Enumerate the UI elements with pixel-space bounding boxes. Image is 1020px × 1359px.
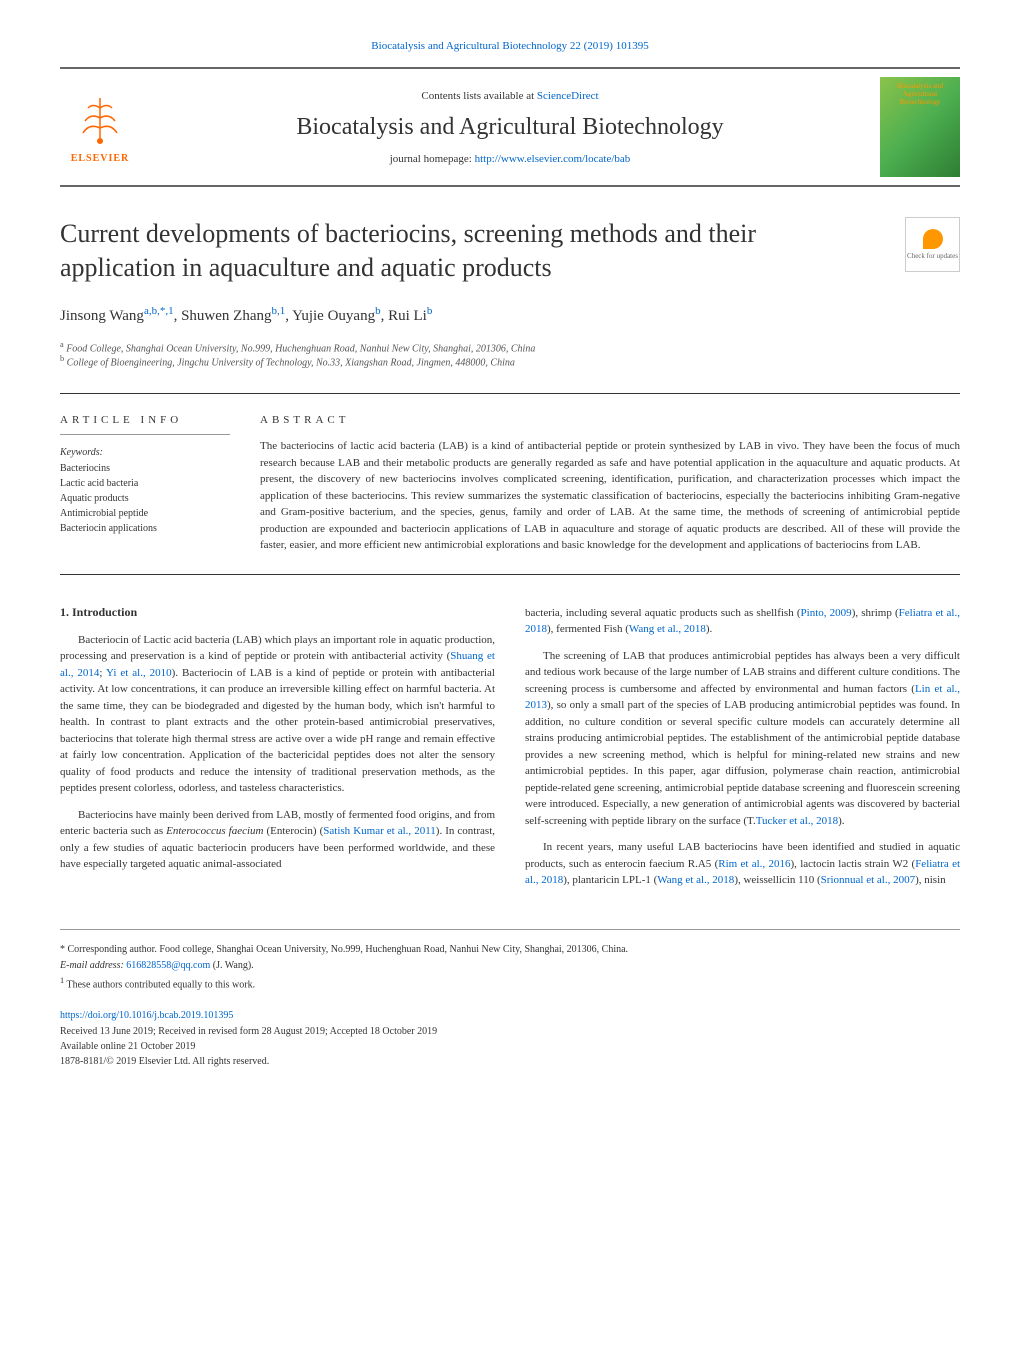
intro-heading: 1. Introduction	[60, 605, 495, 620]
homepage-link[interactable]: http://www.elsevier.com/locate/bab	[475, 153, 631, 165]
keyword-item: Bacteriocins	[60, 461, 230, 476]
abstract-heading: ABSTRACT	[260, 414, 960, 426]
main-content: 1. Introduction Bacteriocin of Lactic ac…	[60, 605, 960, 899]
ref-link[interactable]: Srionnual et al., 2007	[821, 874, 915, 886]
journal-cover-image: Biocatalysis and Agricultural Biotechnol…	[880, 77, 960, 177]
ref-link[interactable]: Pinto, 2009	[801, 607, 852, 619]
keyword-item: Lactic acid bacteria	[60, 476, 230, 491]
ref-link[interactable]: Yi et al., 2010	[106, 667, 172, 679]
journal-header: ELSEVIER Contents lists available at Sci…	[60, 67, 960, 187]
article-info-heading: ARTICLE INFO	[60, 414, 230, 435]
footer-section: * Corresponding author. Food college, Sh…	[60, 929, 960, 1069]
author-2: , Shuwen Zhang	[174, 308, 272, 324]
header-center: Contents lists available at ScienceDirec…	[140, 80, 880, 175]
keyword-item: Bacteriocin applications	[60, 521, 230, 536]
col2-para-2: The screening of LAB that produces antim…	[525, 648, 960, 830]
elsevier-tree-icon	[70, 90, 130, 150]
elsevier-logo[interactable]: ELSEVIER	[60, 85, 140, 169]
col2-para-1: bacteria, including several aquatic prod…	[525, 605, 960, 638]
ref-link[interactable]: Tucker et al., 2018	[756, 815, 838, 827]
journal-reference-link[interactable]: Biocatalysis and Agricultural Biotechnol…	[60, 40, 960, 52]
ref-link[interactable]: Wang et al., 2018	[629, 623, 706, 635]
cover-text: Biocatalysis and Agricultural Biotechnol…	[885, 82, 955, 106]
copyright-info: 1878-8181/© 2019 Elsevier Ltd. All right…	[60, 1054, 960, 1069]
col2-para-3: In recent years, many useful LAB bacteri…	[525, 839, 960, 889]
article-title: Current developments of bacteriocins, sc…	[60, 217, 905, 285]
abstract-section: ABSTRACT The bacteriocins of lactic acid…	[260, 414, 960, 554]
ref-link[interactable]: Wang et al., 2018	[657, 874, 734, 886]
authors-list: Jinsong Wanga,b,*,1, Shuwen Zhangb,1, Yu…	[60, 305, 960, 325]
elsevier-label: ELSEVIER	[71, 153, 130, 164]
intro-para-2: Bacteriocins have mainly been derived fr…	[60, 807, 495, 873]
author-4: , Rui Li	[381, 308, 427, 324]
available-info: Available online 21 October 2019	[60, 1039, 960, 1054]
corresponding-author: * Corresponding author. Food college, Sh…	[60, 942, 960, 958]
doi-link[interactable]: https://doi.org/10.1016/j.bcab.2019.1013…	[60, 1008, 960, 1024]
email-line: E-mail address: 616828558@qq.com (J. Wan…	[60, 958, 960, 974]
keyword-item: Antimicrobial peptide	[60, 506, 230, 521]
affiliations: a Food College, Shanghai Ocean Universit…	[60, 340, 960, 369]
journal-title: Biocatalysis and Agricultural Biotechnol…	[150, 114, 870, 141]
info-abstract-section: ARTICLE INFO Keywords: Bacteriocins Lact…	[60, 393, 960, 575]
contents-prefix: Contents lists available at	[421, 90, 536, 102]
email-link[interactable]: 616828558@qq.com	[126, 960, 210, 971]
author-1-sup: a,b,*,1	[144, 305, 174, 317]
updates-label: Check for updates	[907, 252, 958, 260]
column-left: 1. Introduction Bacteriocin of Lactic ac…	[60, 605, 495, 899]
received-info: Received 13 June 2019; Received in revis…	[60, 1024, 960, 1039]
homepage-prefix: journal homepage:	[390, 153, 475, 165]
updates-icon	[923, 229, 943, 249]
intro-para-1: Bacteriocin of Lactic acid bacteria (LAB…	[60, 632, 495, 797]
homepage-line: journal homepage: http://www.elsevier.co…	[150, 153, 870, 165]
ref-link[interactable]: Rim et al., 2016	[718, 858, 790, 870]
keyword-item: Aquatic products	[60, 491, 230, 506]
affiliation-a: a Food College, Shanghai Ocean Universit…	[60, 340, 960, 354]
check-updates-button[interactable]: Check for updates	[905, 217, 960, 272]
column-right: bacteria, including several aquatic prod…	[525, 605, 960, 899]
keywords-label: Keywords:	[60, 447, 230, 458]
abstract-text: The bacteriocins of lactic acid bacteria…	[260, 438, 960, 554]
ref-link[interactable]: Satish Kumar et al., 2011	[323, 825, 436, 837]
author-2-sup: b,1	[271, 305, 285, 317]
article-info-box: ARTICLE INFO Keywords: Bacteriocins Lact…	[60, 414, 260, 554]
contribution-note: 1 These authors contributed equally to t…	[60, 974, 960, 993]
author-3: , Yujie Ouyang	[285, 308, 375, 324]
contents-line: Contents lists available at ScienceDirec…	[150, 90, 870, 102]
author-1: Jinsong Wang	[60, 308, 144, 324]
affiliation-b: b College of Bioengineering, Jingchu Uni…	[60, 354, 960, 368]
sciencedirect-link[interactable]: ScienceDirect	[537, 90, 599, 102]
author-4-sup: b	[427, 305, 433, 317]
